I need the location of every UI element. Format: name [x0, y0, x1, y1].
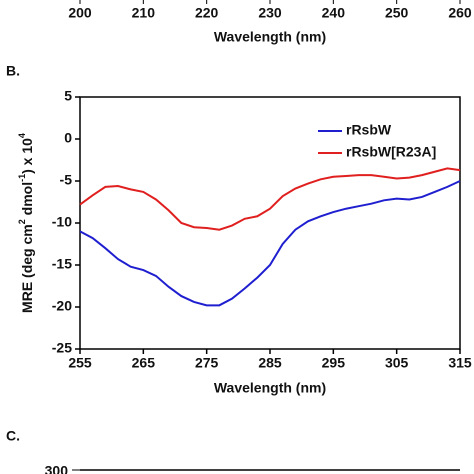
x-tick-label: 250: [385, 5, 409, 21]
x-tick-label: 305: [385, 355, 409, 371]
x-tick-label: 285: [258, 355, 282, 371]
legend-label: rRsbW[R23A]: [346, 144, 436, 160]
y-tick-label: 300: [45, 463, 69, 474]
y-tick-label: -15: [52, 256, 72, 272]
panel-label: C.: [6, 428, 20, 444]
data-line: [79, 180, 461, 307]
y-tick-label: -25: [52, 340, 72, 356]
y-tick-label: -10: [52, 214, 72, 230]
y-tick-label: 5: [64, 88, 72, 104]
panel-label: B.: [6, 63, 20, 79]
y-tick-label: -20: [52, 298, 72, 314]
x-tick-label: 220: [195, 5, 219, 21]
y-axis-label-part: -1: [17, 174, 27, 182]
legend-label: rRsbW: [346, 122, 392, 138]
y-tick-label: -5: [60, 172, 73, 188]
x-tick-label: 295: [322, 355, 346, 371]
plot-frame: [79, 96, 461, 350]
y-axis-label-part: 4: [17, 133, 27, 138]
x-tick-label: 240: [322, 5, 346, 21]
x-axis-label: Wavelength (nm): [214, 29, 326, 45]
y-axis-label: MRE (deg cm2 dmol-1) x 104: [17, 133, 34, 313]
x-tick-label: 200: [68, 5, 92, 21]
x-tick-label: 255: [68, 355, 92, 371]
x-tick-label: 210: [132, 5, 156, 21]
data-line: [79, 167, 461, 231]
x-axis-label: Wavelength (nm): [214, 380, 326, 396]
y-axis-label-part: dmol: [19, 182, 35, 219]
y-tick-label: 0: [64, 130, 72, 146]
x-tick-label: 230: [258, 5, 282, 21]
x-tick-label: 315: [448, 355, 472, 371]
x-tick-label: 260: [448, 5, 472, 21]
y-axis-label-part: 2: [17, 219, 27, 224]
x-tick-label: 265: [132, 355, 156, 371]
y-axis-label-part: MRE (deg cm: [19, 224, 35, 313]
y-axis-label-part: ) x 10: [19, 138, 35, 174]
x-tick-label: 275: [195, 355, 219, 371]
